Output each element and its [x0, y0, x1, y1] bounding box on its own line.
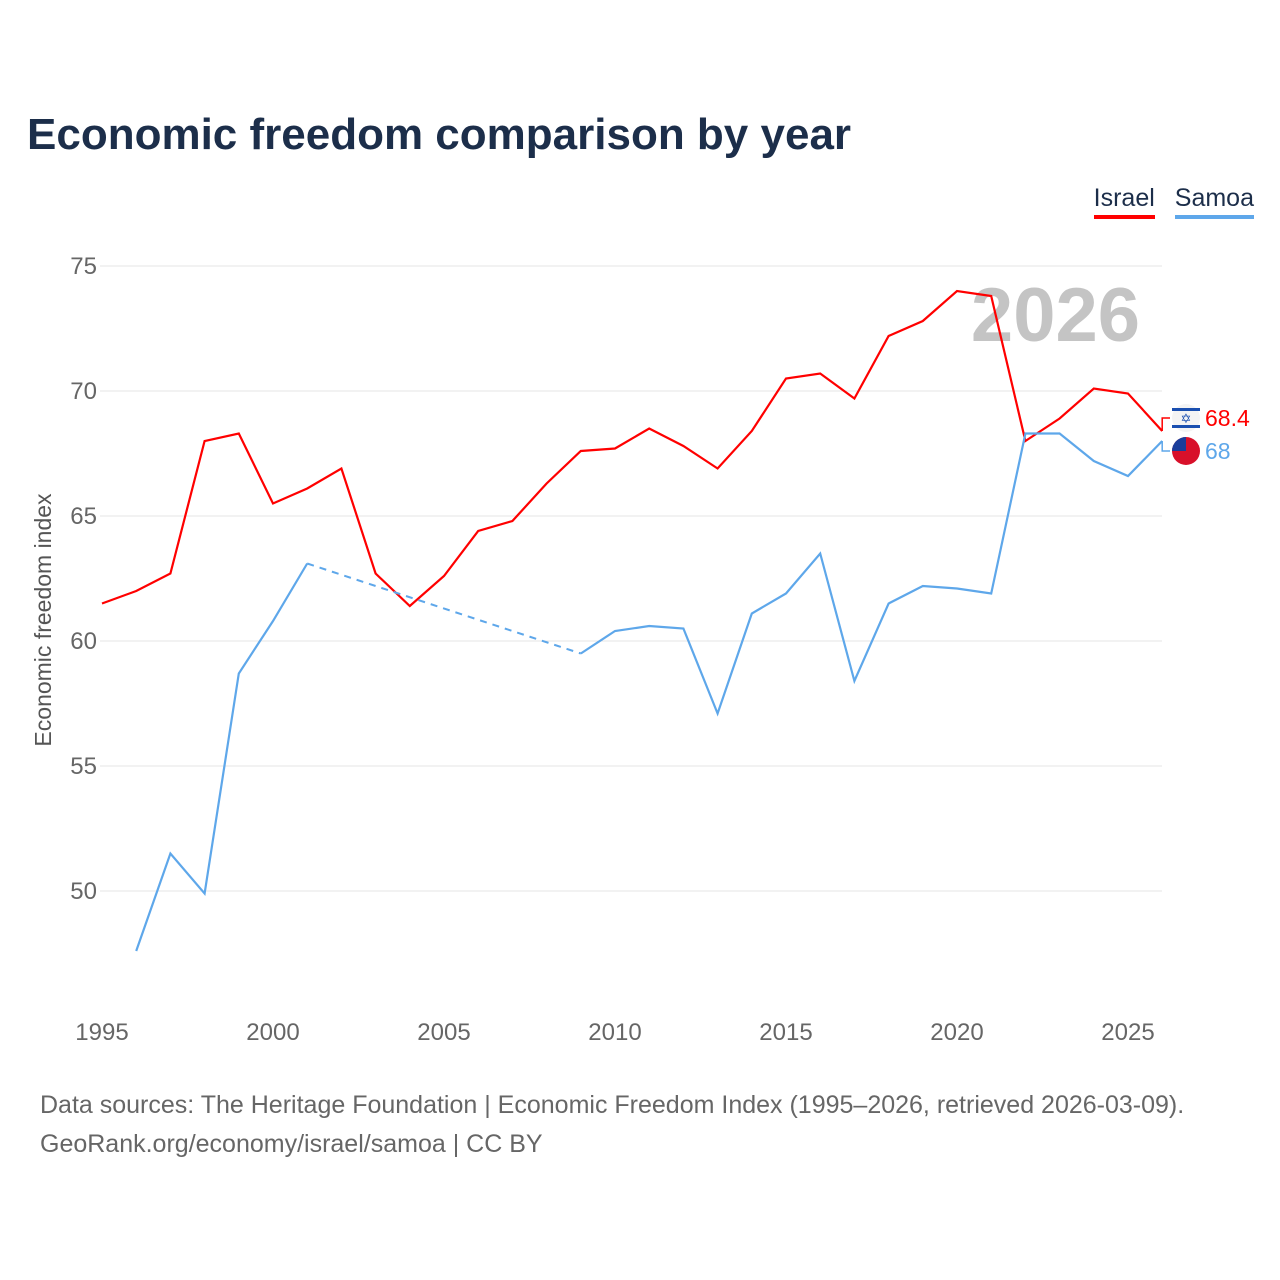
y-tick-label: 50	[70, 878, 97, 905]
flag-stripe	[1172, 408, 1200, 411]
end-value-label: 68	[1205, 438, 1231, 464]
gap-line-samoa	[306, 562, 582, 655]
x-tick-label: 2020	[930, 1019, 983, 1046]
legend-israel[interactable]: Israel	[1093, 184, 1155, 219]
star-of-david-icon: ✡	[1181, 411, 1192, 426]
legend: Israel Samoa	[1093, 184, 1254, 219]
end-connector	[1161, 441, 1170, 452]
y-axis-label: Economic freedom index	[30, 493, 56, 747]
y-tick-label: 75	[70, 253, 97, 280]
end-connector	[1161, 417, 1170, 431]
flag-canton	[1172, 437, 1186, 451]
chart-title: Economic freedom comparison by year	[27, 110, 852, 159]
source-line-1: Data sources: The Heritage Foundation | …	[40, 1091, 1185, 1119]
series-line-samoa	[135, 562, 309, 952]
y-tick-label: 65	[70, 503, 97, 530]
x-tick-label: 2015	[759, 1019, 812, 1046]
y-tick-label: 70	[70, 378, 97, 405]
year-watermark: 2026	[971, 273, 1140, 358]
x-tick-label: 2025	[1101, 1019, 1154, 1046]
flag-stripe	[1172, 425, 1200, 428]
series-line-samoa	[580, 432, 1163, 717]
x-tick-label: 1995	[75, 1019, 128, 1046]
x-tick-label: 2005	[417, 1019, 470, 1046]
y-tick-label: 60	[70, 628, 97, 655]
source-note: Data sources: The Heritage Foundation | …	[40, 1086, 1184, 1164]
legend-samoa[interactable]: Samoa	[1174, 184, 1254, 219]
x-tick-label: 2010	[588, 1019, 641, 1046]
source-line-2[interactable]: GeoRank.org/economy/israel/samoa | CC BY	[40, 1130, 543, 1158]
series-line-israel	[101, 289, 1164, 608]
end-value-label: 68.4	[1205, 405, 1250, 431]
x-tick-label: 2000	[246, 1019, 299, 1046]
y-tick-label: 55	[70, 753, 97, 780]
